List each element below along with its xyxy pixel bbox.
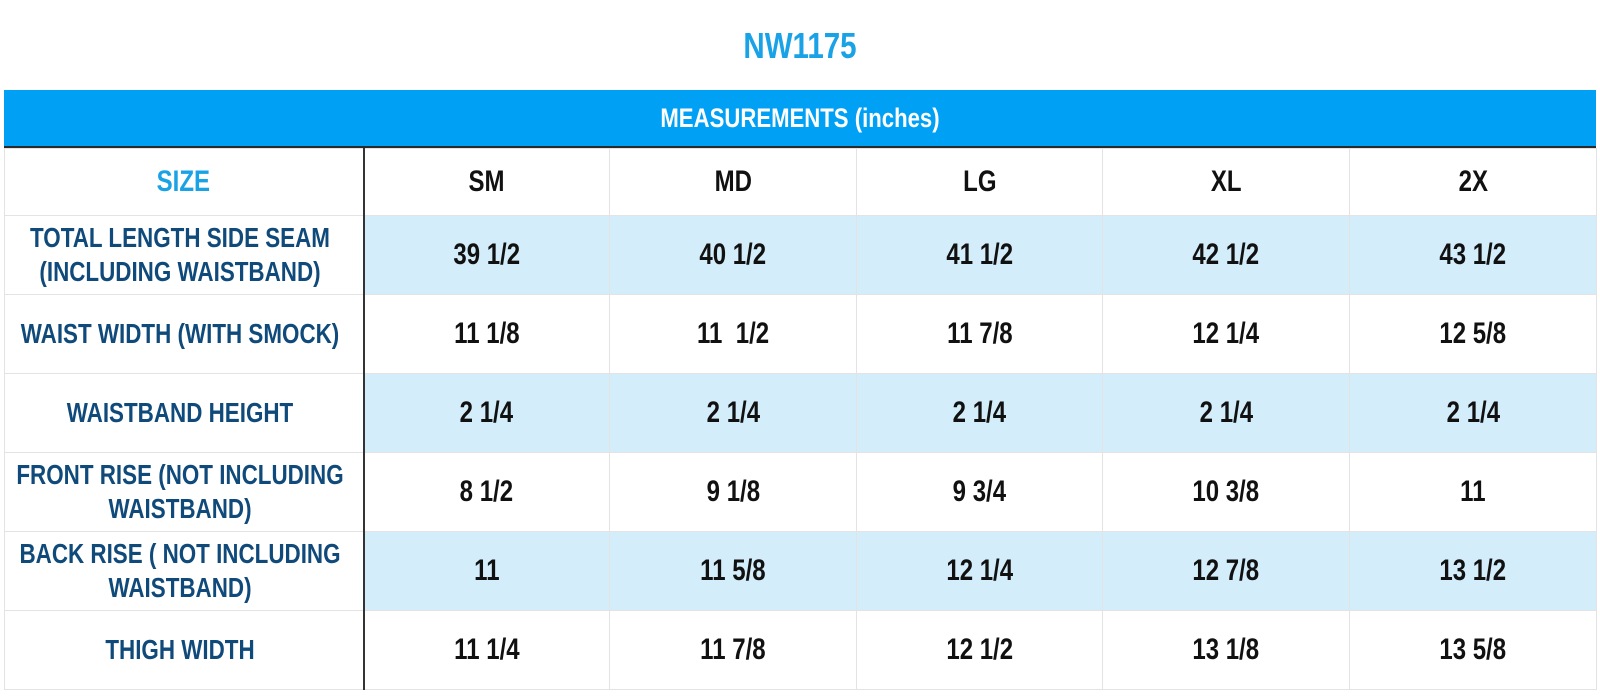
- row-label-cell: WAIST WIDTH (WITH SMOCK): [4, 294, 365, 374]
- value: 11 1/2: [696, 317, 770, 350]
- value-cell: 12 5/8: [1349, 294, 1597, 374]
- value-cell: 11 1/2: [609, 294, 857, 374]
- size-header-cell: XL: [1102, 148, 1350, 216]
- table-row: WAISTBAND HEIGHT 2 1/4 2 1/4 2 1/4 2 1/4…: [4, 373, 1597, 453]
- size-label-cell: SIZE: [4, 148, 365, 216]
- value: 11 7/8: [700, 633, 766, 666]
- value: 2 1/4: [706, 396, 760, 429]
- value: 10 3/8: [1192, 475, 1260, 508]
- value-cell: 13 1/8: [1102, 610, 1350, 690]
- page-title: NW1175: [743, 25, 857, 66]
- value: 13 5/8: [1439, 633, 1507, 666]
- value-cell: 8 1/2: [363, 452, 610, 532]
- size-header-cell: LG: [856, 148, 1103, 216]
- value: 13 1/8: [1192, 633, 1260, 666]
- value-cell: 12 1/2: [856, 610, 1103, 690]
- value: 11 7/8: [946, 317, 1013, 350]
- value-cell: 2 1/4: [609, 373, 857, 453]
- row-label: WAIST WIDTH (WITH SMOCK): [20, 318, 340, 349]
- row-label: FRONT RISE (NOT INCLUDING WAISTBAND): [16, 459, 344, 524]
- size-header-row: SIZE SM MD LG XL 2X: [4, 148, 1597, 216]
- size-header-cell: 2X: [1349, 148, 1597, 216]
- value: 12 1/2: [946, 633, 1013, 666]
- size-header: MD: [714, 165, 752, 198]
- value-cell: 10 3/8: [1102, 452, 1350, 532]
- row-label-cell: FRONT RISE (NOT INCLUDING WAISTBAND): [4, 452, 365, 532]
- value-cell: 11: [363, 531, 610, 611]
- value: 12 1/4: [946, 554, 1013, 587]
- value: 39 1/2: [453, 238, 521, 271]
- table-row: THIGH WIDTH 11 1/4 11 7/8 12 1/2 13 1/8 …: [4, 610, 1597, 690]
- size-header: SM: [468, 165, 505, 198]
- value-cell: 41 1/2: [856, 215, 1103, 295]
- value-cell: 11 7/8: [856, 294, 1103, 374]
- value-cell: 2 1/4: [363, 373, 610, 453]
- value-cell: 2 1/4: [856, 373, 1103, 453]
- value: 11 5/8: [700, 554, 766, 587]
- value: 41 1/2: [946, 238, 1013, 271]
- row-label: TOTAL LENGTH SIDE SEAM (INCLUDING WAISTB…: [30, 222, 330, 287]
- size-header: XL: [1210, 165, 1242, 198]
- value-cell: 9 3/4: [856, 452, 1103, 532]
- row-label-cell: THIGH WIDTH: [4, 610, 365, 690]
- size-header: LG: [962, 165, 997, 198]
- table-row: BACK RISE ( NOT INCLUDING WAISTBAND) 11 …: [4, 531, 1597, 611]
- size-chart-table: SIZE SM MD LG XL 2X TOTAL LENGTH SIDE SE…: [4, 148, 1597, 690]
- value: 2 1/4: [952, 396, 1007, 429]
- measurements-header: MEASUREMENTS (inches): [4, 90, 1596, 148]
- value: 12 7/8: [1192, 554, 1260, 587]
- value: 9 1/8: [706, 475, 760, 508]
- value: 11 1/4: [454, 633, 520, 666]
- value: 11 1/8: [454, 317, 520, 350]
- table-row: WAIST WIDTH (WITH SMOCK) 11 1/8 11 1/2 1…: [4, 294, 1597, 374]
- row-label-cell: WAISTBAND HEIGHT: [4, 373, 365, 453]
- value: 43 1/2: [1439, 238, 1507, 271]
- value-cell: 13 1/2: [1349, 531, 1597, 611]
- value-cell: 12 1/4: [856, 531, 1103, 611]
- value-cell: 2 1/4: [1349, 373, 1597, 453]
- table-row: TOTAL LENGTH SIDE SEAM (INCLUDING WAISTB…: [4, 215, 1597, 295]
- size-label: SIZE: [157, 165, 211, 198]
- value-cell: 12 1/4: [1102, 294, 1350, 374]
- value: 13 1/2: [1439, 554, 1507, 587]
- value-cell: 11 1/8: [363, 294, 610, 374]
- value-cell: 40 1/2: [609, 215, 857, 295]
- value-cell: 43 1/2: [1349, 215, 1597, 295]
- value-cell: 11 1/4: [363, 610, 610, 690]
- value-cell: 11 5/8: [609, 531, 857, 611]
- value-cell: 39 1/2: [363, 215, 610, 295]
- table-row: FRONT RISE (NOT INCLUDING WAISTBAND) 8 1…: [4, 452, 1597, 532]
- size-header: 2X: [1458, 165, 1488, 198]
- value: 8 1/2: [460, 475, 514, 508]
- row-label: BACK RISE ( NOT INCLUDING WAISTBAND): [19, 538, 341, 603]
- value: 42 1/2: [1192, 238, 1260, 271]
- row-label-cell: BACK RISE ( NOT INCLUDING WAISTBAND): [4, 531, 365, 611]
- value-cell: 11 7/8: [609, 610, 857, 690]
- size-header-cell: SM: [363, 148, 610, 216]
- value: 2 1/4: [460, 396, 514, 429]
- row-label: WAISTBAND HEIGHT: [66, 397, 294, 428]
- value-cell: 13 5/8: [1349, 610, 1597, 690]
- value: 9 3/4: [952, 475, 1007, 508]
- value-cell: 11: [1349, 452, 1597, 532]
- row-label-cell: TOTAL LENGTH SIDE SEAM (INCLUDING WAISTB…: [4, 215, 365, 295]
- value: 12 1/4: [1192, 317, 1260, 350]
- row-label: THIGH WIDTH: [105, 634, 255, 665]
- value: 12 5/8: [1439, 317, 1507, 350]
- value: 2 1/4: [1199, 396, 1253, 429]
- value: 40 1/2: [699, 238, 767, 271]
- value-cell: 9 1/8: [609, 452, 857, 532]
- size-header-cell: MD: [609, 148, 857, 216]
- value-cell: 2 1/4: [1102, 373, 1350, 453]
- measurements-header-label: MEASUREMENTS (inches): [660, 103, 940, 133]
- value: 11: [474, 554, 500, 587]
- value-cell: 12 7/8: [1102, 531, 1350, 611]
- value-cell: 42 1/2: [1102, 215, 1350, 295]
- value: 2 1/4: [1446, 396, 1500, 429]
- value: 11: [1460, 475, 1486, 508]
